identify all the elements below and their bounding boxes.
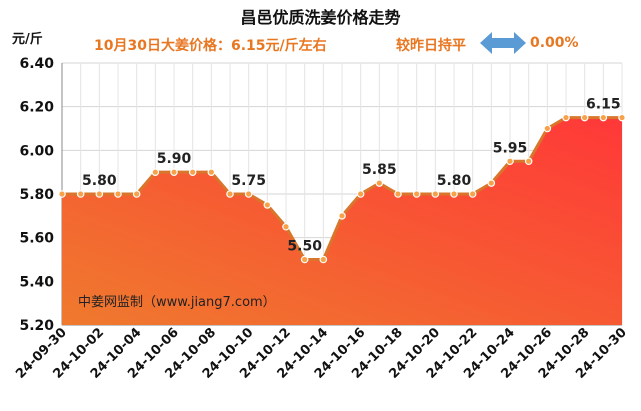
x-axis: 24-09-3024-10-0224-10-0424-10-0624-10-08… <box>13 325 630 382</box>
y-tick-label: 6.20 <box>19 100 54 116</box>
data-point-marker <box>394 190 402 198</box>
y-tick-label: 5.60 <box>19 231 54 247</box>
data-label: 5.75 <box>231 173 266 189</box>
point-markers <box>58 113 626 264</box>
y-axis: 5.20 5.40 5.60 5.80 6.00 6.20 6.40 <box>19 56 54 334</box>
compare-label: 较昨日持平 <box>396 38 466 54</box>
data-point-marker <box>356 190 365 198</box>
y-tick-label: 5.80 <box>19 187 54 203</box>
data-point-marker <box>431 190 440 198</box>
data-point-marker <box>562 113 570 122</box>
data-point-marker <box>114 190 122 198</box>
data-point-marker <box>487 179 496 187</box>
data-point-marker <box>468 190 477 198</box>
price-area <box>62 117 622 325</box>
data-label: 5.95 <box>493 140 528 156</box>
data-point-marker <box>412 190 421 198</box>
left-right-arrow-icon <box>480 32 526 54</box>
y-tick-label: 5.20 <box>19 318 54 334</box>
data-point-marker <box>226 190 234 198</box>
data-point-marker <box>618 113 626 122</box>
data-point-marker <box>95 190 104 198</box>
data-label: 5.85 <box>362 162 397 178</box>
y-tick-label: 6.00 <box>19 143 54 159</box>
data-point-marker <box>151 168 160 176</box>
data-point-marker <box>524 157 533 166</box>
y-tick-label: 5.40 <box>19 274 54 290</box>
data-point-marker <box>375 179 384 187</box>
data-point-marker <box>263 201 272 209</box>
data-point-marker <box>580 113 589 122</box>
data-label: 5.50 <box>287 239 322 255</box>
price-note: 10月30日大姜价格：6.15元/斤左右 <box>94 38 327 54</box>
data-point-marker <box>170 168 178 176</box>
data-point-marker <box>338 212 346 220</box>
data-label: 5.90 <box>157 151 192 167</box>
data-label: 5.80 <box>82 173 117 189</box>
data-point-marker <box>282 222 290 231</box>
data-label: 6.15 <box>586 97 621 113</box>
y-axis-unit: 元/斤 <box>12 32 43 47</box>
data-point-marker <box>244 190 253 198</box>
data-label: 5.80 <box>437 173 472 189</box>
data-point-marker <box>319 255 328 264</box>
y-tick-label: 6.40 <box>19 56 54 72</box>
data-point-marker <box>76 190 85 198</box>
data-point-marker <box>450 190 458 198</box>
data-point-marker <box>58 190 66 198</box>
data-point-marker <box>599 113 608 122</box>
data-point-marker <box>300 255 309 264</box>
data-point-marker <box>506 157 514 166</box>
data-labels: 5.80 5.90 5.75 5.50 5.85 5.80 5.95 6.15 <box>82 97 621 255</box>
watermark: 中姜网监制（www.jiang7.com） <box>78 295 276 310</box>
chart-title: 昌邑优质洗姜价格走势 <box>240 8 401 27</box>
data-point-marker <box>207 168 216 176</box>
change-percent: 0.00% <box>530 35 579 51</box>
data-point-marker <box>132 190 141 198</box>
data-point-marker <box>188 168 197 176</box>
data-point-marker <box>543 124 552 133</box>
